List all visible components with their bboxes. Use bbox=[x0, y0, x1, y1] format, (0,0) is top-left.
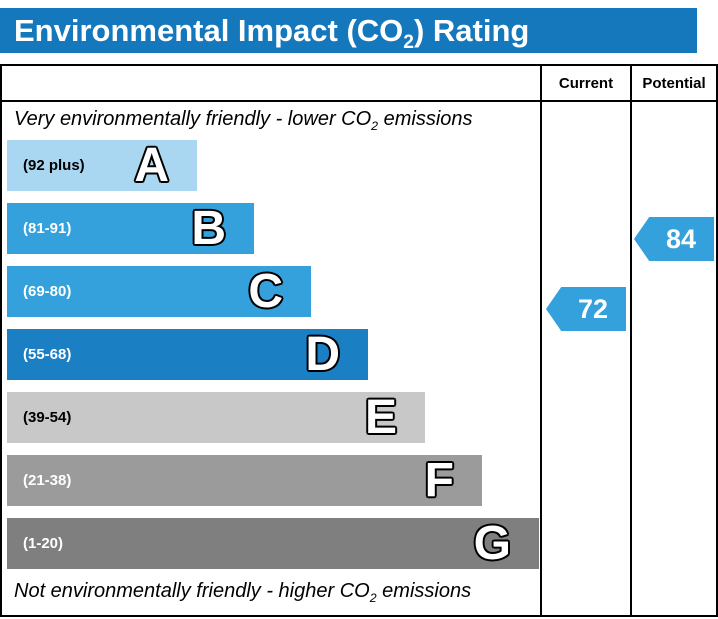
bottom-note: Not environmentally friendly - higher CO… bbox=[14, 580, 472, 605]
band-b: (81-91) B bbox=[7, 203, 254, 254]
potential-rating-value: 84 bbox=[665, 223, 697, 254]
band-c-letter: C bbox=[247, 264, 284, 318]
epc-rating-chart: Current Potential Very environmentally f… bbox=[0, 64, 718, 617]
page-title: Environmental Impact (CO2) Rating bbox=[14, 12, 530, 52]
band-e-letter: E bbox=[364, 390, 398, 444]
band-a-range: (92 plus) bbox=[23, 157, 85, 174]
top-note: Very environmentally friendly - lower CO… bbox=[14, 108, 473, 133]
top-note-subscript: 2 bbox=[371, 119, 379, 133]
band-a: (92 plus) A bbox=[7, 140, 197, 191]
band-g-range: (1-20) bbox=[23, 535, 64, 552]
page-title-text: Environmental Impact (CO bbox=[14, 12, 404, 48]
bottom-note-text: Not environmentally friendly - higher CO bbox=[14, 580, 370, 602]
bottom-note-text-end: emissions bbox=[376, 580, 472, 602]
band-d: (55-68) D bbox=[7, 329, 368, 380]
band-a-letter: A bbox=[133, 138, 170, 192]
band-e: (39-54) E bbox=[7, 392, 425, 443]
band-f-range: (21-38) bbox=[23, 472, 72, 489]
band-b-range: (81-91) bbox=[23, 220, 72, 237]
current-rating-value: 72 bbox=[577, 293, 609, 324]
bottom-note-subscript: 2 bbox=[369, 591, 377, 605]
current-column-divider bbox=[540, 66, 542, 615]
potential-rating-arrow: 84 bbox=[634, 217, 714, 261]
band-c: (69-80) C bbox=[7, 266, 311, 317]
page-title-subscript: 2 bbox=[403, 31, 414, 53]
band-f: (21-38) F bbox=[7, 455, 482, 506]
potential-column-divider bbox=[630, 66, 632, 615]
page-title-text-end: ) Rating bbox=[413, 12, 530, 48]
header-divider bbox=[2, 66, 716, 102]
column-header-potential: Potential bbox=[642, 74, 706, 92]
top-note-text: Very environmentally friendly - lower CO bbox=[14, 108, 372, 130]
band-f-letter: F bbox=[424, 453, 455, 507]
band-g-letter: G bbox=[473, 516, 512, 570]
column-header-current: Current bbox=[558, 74, 614, 92]
band-c-range: (69-80) bbox=[23, 283, 72, 300]
band-e-range: (39-54) bbox=[23, 409, 72, 426]
current-rating-arrow: 72 bbox=[546, 287, 626, 331]
band-b-letter: B bbox=[190, 201, 227, 255]
chart-title-bar: Environmental Impact (CO2) Rating bbox=[0, 8, 697, 53]
top-note-text-end: emissions bbox=[378, 108, 473, 130]
band-d-letter: D bbox=[304, 327, 341, 381]
band-g: (1-20) G bbox=[7, 518, 539, 569]
band-d-range: (55-68) bbox=[23, 346, 72, 363]
